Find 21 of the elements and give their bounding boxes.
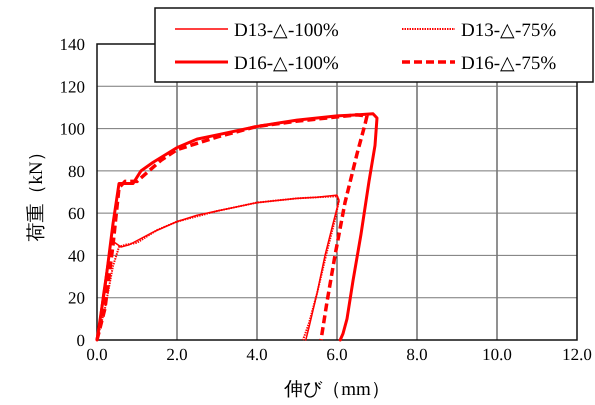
y-tick-label: 0 xyxy=(76,331,85,350)
y-tick-label: 80 xyxy=(68,162,85,181)
y-tick-label: 40 xyxy=(68,246,85,266)
legend-label: D13-△-100% xyxy=(234,20,339,41)
y-tick-label: 120 xyxy=(60,77,85,96)
y-tick-label: 140 xyxy=(60,35,85,54)
legend-label: D13-△-75% xyxy=(461,20,556,41)
y-axis-title: 荷重（kN） xyxy=(26,142,47,242)
x-tick-label: 6.0 xyxy=(326,345,348,364)
legend-label: D16-△-100% xyxy=(234,53,339,74)
y-tick-label: 100 xyxy=(60,120,85,139)
x-tick-label: 12.0 xyxy=(562,345,592,364)
y-tick-label: 60 xyxy=(68,204,85,224)
x-tick-label: 10.0 xyxy=(482,345,512,364)
y-tick-label: 20 xyxy=(68,288,85,308)
x-tick-label: 4.0 xyxy=(246,345,268,364)
x-axis-title: 伸び（mm） xyxy=(283,379,390,400)
x-tick-label: 0.0 xyxy=(86,345,108,364)
x-tick-label: 2.0 xyxy=(166,345,188,364)
x-tick-label: 8.0 xyxy=(406,345,428,364)
legend-label: D16-△-75% xyxy=(461,53,556,74)
